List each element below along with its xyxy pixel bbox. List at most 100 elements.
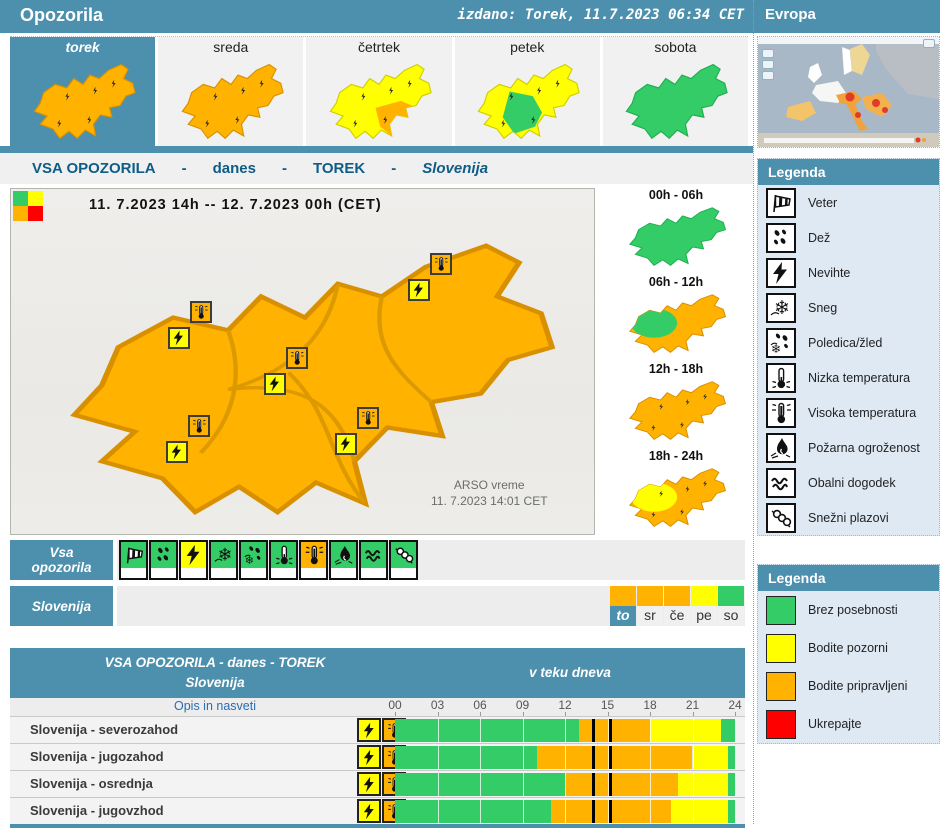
timeline-gridline xyxy=(650,719,651,742)
sneg-icon: ❄ xyxy=(769,296,793,320)
level-label: Bodite pripravljeni xyxy=(808,679,907,693)
row-timeline xyxy=(395,746,735,769)
legend-item-obalni-dogodek: Obalni dogodek xyxy=(758,465,939,500)
legend-item-label: Veter xyxy=(808,196,837,210)
timeline-segment xyxy=(693,746,728,769)
tab-četrtek[interactable]: četrtek xyxy=(306,37,451,146)
filter-button-visoka-temperatura[interactable] xyxy=(299,540,328,580)
map-marker-nevihte xyxy=(168,327,190,349)
snezni-plazovi-icon xyxy=(769,506,793,530)
map-attribution: ARSO vreme 11. 7.2023 14:01 CET xyxy=(431,477,548,509)
visoka-temperatura-icon xyxy=(303,544,325,566)
filter-button-veter[interactable] xyxy=(119,540,148,580)
legend-title: Legenda xyxy=(758,159,939,185)
obalni-dogodek-icon xyxy=(769,471,793,495)
day-level-swatch xyxy=(637,586,663,606)
day-button-sr[interactable]: sr xyxy=(637,586,663,626)
current-time-marker xyxy=(592,800,595,823)
section-divider-bar xyxy=(0,146,753,153)
timeline-segment xyxy=(395,746,537,769)
warning-type-filter-buttons: ❄❄ xyxy=(119,540,418,580)
map-marker-nevihte xyxy=(264,373,286,395)
table-bottom-bar xyxy=(10,824,745,828)
filter-button-poledica[interactable]: ❄ xyxy=(239,540,268,580)
nizka-temperatura-icon xyxy=(769,366,793,390)
tab-petek[interactable]: petek xyxy=(455,37,600,146)
map-marker-visoka-temperatura xyxy=(188,415,210,437)
hour-label: 09 xyxy=(516,698,529,712)
day-button-label: če xyxy=(664,606,690,626)
legend-item-visoka-temperatura: Visoka temperatura xyxy=(758,395,939,430)
legend-item-nevihte: Nevihte xyxy=(758,255,939,290)
time-map-label: 00h - 06h xyxy=(600,186,752,202)
legend-item-label: Nevihte xyxy=(808,266,850,280)
table-title: VSA OPOZORILA - danes - TOREK xyxy=(70,655,360,670)
legend-item-label: Nizka temperatura xyxy=(808,371,910,385)
slovenija-button[interactable]: Slovenija xyxy=(10,586,113,626)
day-button-so[interactable]: so xyxy=(718,586,744,626)
warning-level-corner-key xyxy=(13,191,43,221)
timeline-segment xyxy=(728,746,735,769)
time-map-label: 06h - 12h xyxy=(600,273,752,289)
timeline-segment xyxy=(671,800,728,823)
legend-title: Legenda xyxy=(758,565,939,591)
filter-button-dez[interactable] xyxy=(149,540,178,580)
day-button-to[interactable]: to xyxy=(610,586,636,626)
europe-panel-title: Evropa xyxy=(765,6,816,23)
day-button-pe[interactable]: pe xyxy=(691,586,717,626)
europe-map-thumbnail[interactable] xyxy=(757,36,940,148)
timeline-gridline xyxy=(480,773,481,796)
slovenia-map xyxy=(616,61,734,143)
tab-sreda[interactable]: sreda xyxy=(158,37,303,146)
timeline-gridline xyxy=(438,800,439,823)
filter-button-nizka-temperatura[interactable] xyxy=(269,540,298,580)
filter-button-pozarna-ogrozenost[interactable] xyxy=(329,540,358,580)
tab-sobota[interactable]: sobota xyxy=(603,37,748,146)
timeline-gridline xyxy=(480,719,481,742)
legend-item-label: Sneg xyxy=(808,301,837,315)
timeline-gridline xyxy=(523,719,524,742)
nevihte-icon xyxy=(361,749,378,766)
row-label: Slovenija - severozahod xyxy=(30,722,178,737)
map-marker-nevihte xyxy=(166,441,188,463)
filter-button-nevihte[interactable] xyxy=(179,540,208,580)
row-timeline xyxy=(395,719,735,742)
filter-button-obalni-dogodek[interactable] xyxy=(359,540,388,580)
time-map-12h-18h: 12h - 18h xyxy=(600,360,752,447)
europe-fullscreen-button[interactable] xyxy=(923,39,935,48)
banner-sep: - xyxy=(182,160,187,177)
row-nevihte-icon xyxy=(357,772,381,796)
day-button-label: pe xyxy=(691,606,717,626)
timeline-gridline xyxy=(565,800,566,823)
warning-row-severozahod[interactable]: Slovenija - severozahod xyxy=(10,716,745,743)
all-warnings-button[interactable]: Vsa opozorila xyxy=(10,540,113,580)
level-color-swatch xyxy=(766,710,796,739)
legend-item-label: Požarna ogroženost xyxy=(808,441,920,455)
current-time-marker xyxy=(592,719,595,742)
warning-row-jugovzhod[interactable]: Slovenija - jugovzhod xyxy=(10,797,745,824)
filter-button-snezni-plazovi[interactable] xyxy=(389,540,418,580)
nevihte-icon xyxy=(169,444,185,460)
timeline-segment xyxy=(565,773,678,796)
europe-zoom-out-button[interactable] xyxy=(762,60,774,69)
europe-layers-button[interactable] xyxy=(762,71,774,80)
day-button-če[interactable]: če xyxy=(664,586,690,626)
map-marker-nevihte xyxy=(408,279,430,301)
europe-zoom-in-button[interactable] xyxy=(762,49,774,58)
warnings-table: VSA OPOZORILA - danes - TOREK Slovenija … xyxy=(10,648,745,828)
day-button-label: sr xyxy=(637,606,663,626)
legend-panel-warning-types: Legenda Veter Dež Nevihte❄ Sneg❄ Poledic… xyxy=(757,158,940,536)
time-interval-maps: 00h - 06h 06h - 12h 12h - 18h 18h - 24h xyxy=(600,186,752,535)
map-marker-visoka-temperatura xyxy=(190,301,212,323)
nevihte-icon xyxy=(361,722,378,739)
map-marker-visoka-temperatura xyxy=(357,407,379,429)
warning-row-osrednja[interactable]: Slovenija - osrednja xyxy=(10,770,745,797)
tab-torek[interactable]: torek xyxy=(10,37,155,146)
legend-item-label: Dež xyxy=(808,231,830,245)
slovenia-map xyxy=(24,61,142,143)
warning-row-jugozahod[interactable]: Slovenija - jugozahod xyxy=(10,743,745,770)
filter-button-sneg[interactable]: ❄ xyxy=(209,540,238,580)
timeline-segment xyxy=(395,719,579,742)
visoka-temperatura-icon xyxy=(769,401,793,425)
day-level-swatch xyxy=(664,586,690,606)
